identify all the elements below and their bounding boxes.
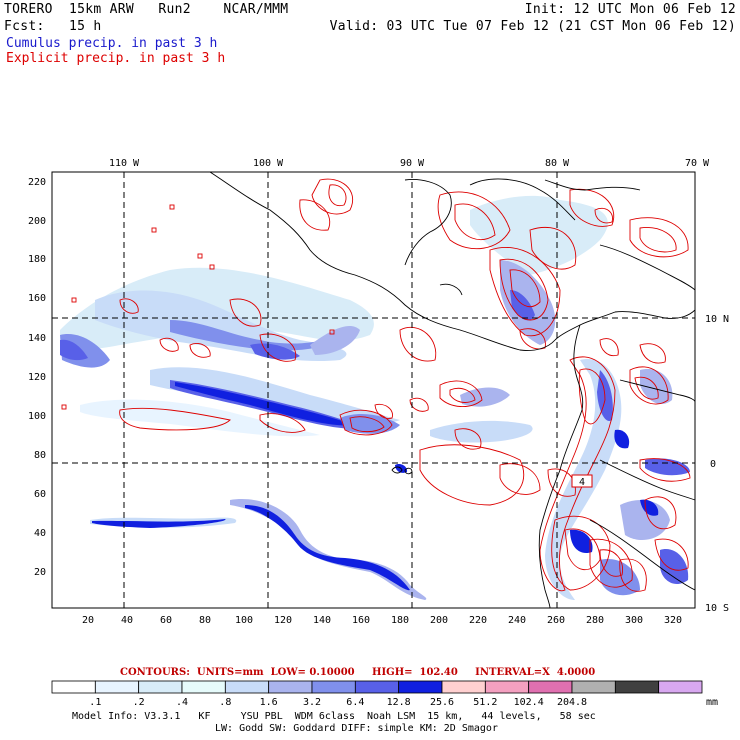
explicit-precip-contours: [61, 178, 691, 592]
box-label: 4: [579, 477, 585, 488]
y-tick-label: 20: [34, 567, 46, 578]
colorbar-swatch: [484, 680, 530, 694]
x-tick-label: 320: [664, 615, 682, 626]
lon-label: 80 W: [545, 158, 570, 169]
lon-label: 70 W: [685, 158, 710, 169]
lon-label: 100 W: [253, 158, 284, 169]
colorbar-swatch: [51, 680, 96, 694]
map-plot-area: 4: [52, 172, 695, 608]
colorbar-tick-label: .8: [219, 697, 231, 708]
lat-label: 10 S: [705, 603, 729, 614]
map-frame: [51, 171, 696, 609]
y-tick-label: 180: [28, 254, 46, 265]
colorbar-swatch: [658, 680, 703, 694]
longitude-labels: 110 W 100 W 90 W 80 W 70 W: [109, 158, 710, 169]
x-tick-label: 280: [586, 615, 604, 626]
x-axis: 20 40 60 80 100 120 140 160 180 200 220 …: [82, 615, 682, 626]
x-tick-label: 220: [469, 615, 487, 626]
highlight-box: 4: [571, 474, 593, 488]
x-tick-label: 80: [199, 615, 211, 626]
lat-label: 0: [710, 459, 716, 470]
x-tick-label: 40: [121, 615, 133, 626]
colorbar-swatch: [614, 680, 660, 694]
x-tick-label: 20: [82, 615, 94, 626]
colorbar-units: mm: [706, 697, 718, 708]
colorbar-swatch: [571, 680, 616, 694]
y-tick-label: 160: [28, 293, 46, 304]
y-tick-label: 100: [28, 411, 46, 422]
model-info-line1: Model Info: V3.3.1 KF YSU PBL WDM 6class…: [72, 711, 596, 722]
latitude-labels: 10 N 0 10 S: [705, 314, 729, 614]
x-tick-label: 140: [313, 615, 331, 626]
model-info-line2: LW: Godd SW: Goddard DIFF: simple KM: 2D…: [215, 723, 498, 734]
colorbar-tick-label: 3.2: [303, 697, 321, 708]
y-tick-label: 40: [34, 528, 46, 539]
x-tick-label: 300: [625, 615, 643, 626]
lat-label: 10 N: [705, 314, 729, 325]
cumulus-precip-shading: [60, 195, 690, 600]
colorbar-tick-label: .2: [133, 697, 145, 708]
x-tick-label: 100: [235, 615, 253, 626]
colorbar-swatch: [138, 680, 183, 694]
colorbar-swatch: [354, 680, 400, 694]
y-tick-label: 220: [28, 177, 46, 188]
header-model-title: TORERO 15km ARW Run2 NCAR/MMM: [4, 2, 289, 17]
colorbar: [51, 680, 703, 694]
colorbar-swatch: [224, 680, 270, 694]
y-tick-label: 60: [34, 489, 46, 500]
x-tick-label: 200: [430, 615, 448, 626]
colorbar-swatch: [268, 680, 313, 694]
colorbar-tick-label: 51.2: [473, 697, 497, 708]
colorbar-swatch: [528, 680, 573, 694]
header-init-time: Init: 12 UTC Mon 06 Feb 12: [524, 2, 736, 17]
y-tick-label: 120: [28, 372, 46, 383]
lon-label: 110 W: [109, 158, 140, 169]
latlon-grid: [52, 172, 695, 608]
x-tick-label: 60: [160, 615, 172, 626]
y-axis: 220 200 180 160 140 120 100 80 60 40 20: [28, 177, 46, 578]
x-tick-label: 120: [274, 615, 292, 626]
colorbar-tick-label: 1.6: [260, 697, 278, 708]
colorbar-swatch: [181, 680, 226, 694]
header-valid-time: Valid: 03 UTC Tue 07 Feb 12 (21 CST Mon …: [329, 19, 736, 34]
colorbar-tick-label: 102.4: [514, 697, 544, 708]
colorbar-swatch: [94, 680, 140, 694]
contours-info: CONTOURS: UNITS=mm LOW= 0.10000 HIGH= 10…: [120, 667, 596, 678]
x-tick-label: 160: [352, 615, 370, 626]
header-forecast-hour: Fcst: 15 h: [4, 19, 102, 34]
colorbar-tick-label: 204.8: [557, 697, 587, 708]
legend-explicit: Explicit precip. in past 3 h: [6, 51, 226, 66]
y-tick-label: 140: [28, 333, 46, 344]
colorbar-swatch: [398, 680, 443, 694]
colorbar-tick-label: 6.4: [346, 697, 364, 708]
lon-label: 90 W: [400, 158, 425, 169]
colorbar-tick-label: .1: [89, 697, 101, 708]
colorbar-swatch: [441, 680, 486, 694]
x-tick-label: 240: [508, 615, 526, 626]
colorbar-tick-label: .4: [176, 697, 188, 708]
x-tick-label: 180: [391, 615, 409, 626]
legend-cumulus: Cumulus precip. in past 3 h: [6, 36, 218, 51]
y-tick-label: 80: [34, 450, 46, 461]
colorbar-tick-label: 12.8: [387, 697, 411, 708]
colorbar-labels: .1 .2 .4 .8 1.6 3.2 6.4 12.8 25.6 51.2 102.4 204.8: [89, 697, 587, 708]
colorbar-swatch: [311, 680, 356, 694]
y-tick-label: 200: [28, 216, 46, 227]
x-tick-label: 260: [547, 615, 565, 626]
colorbar-tick-label: 25.6: [430, 697, 454, 708]
